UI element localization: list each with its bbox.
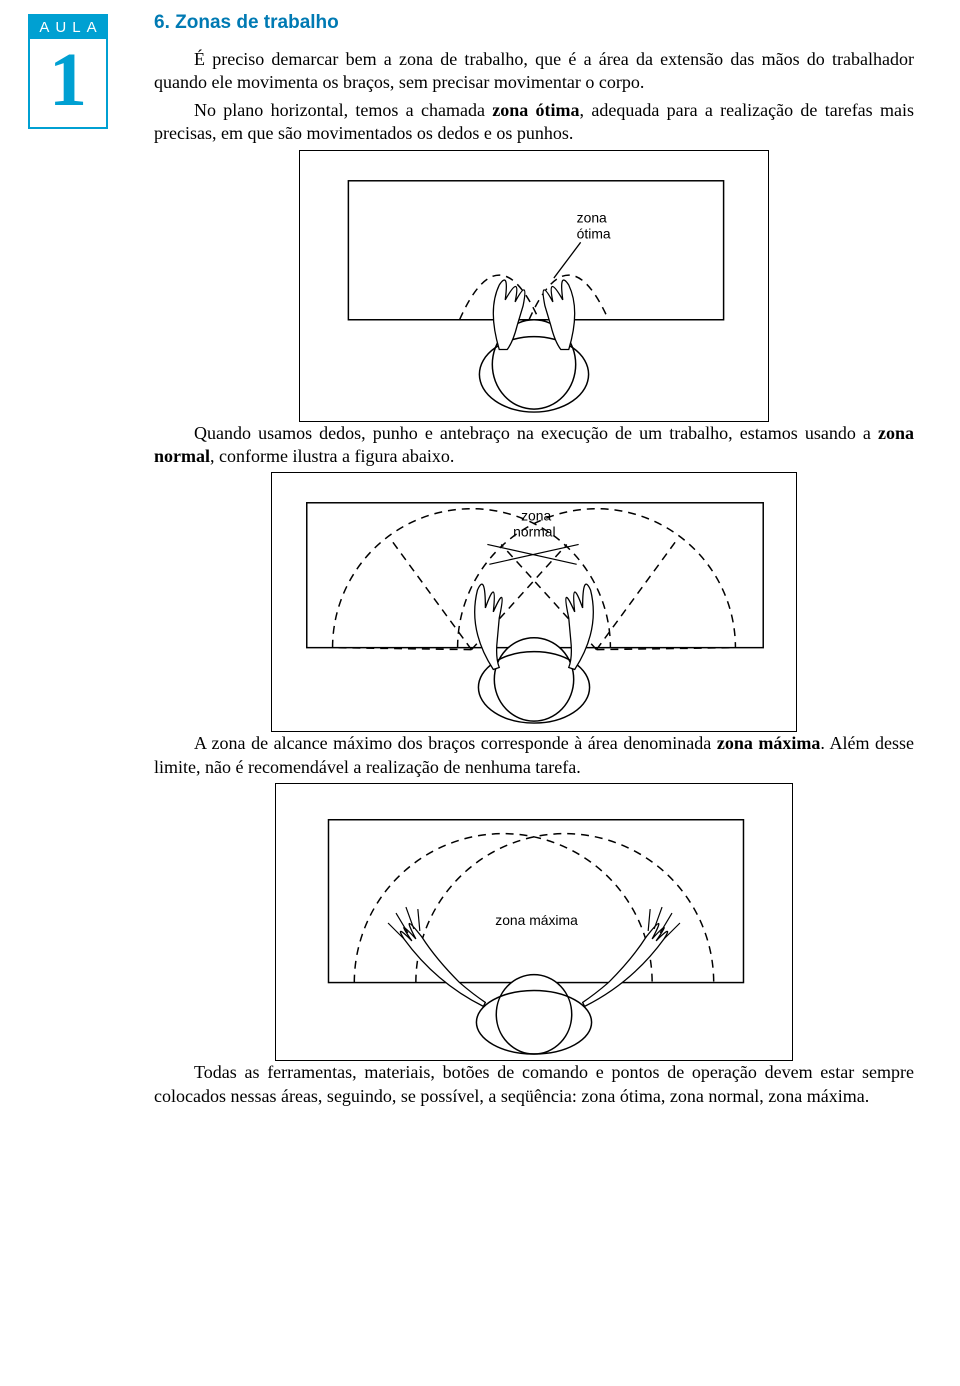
para1a-text: É preciso demarcar bem a zona de trabalh… xyxy=(154,49,914,92)
figure-zona-maxima: zona máxima xyxy=(275,783,793,1061)
fig3-label: zona máxima xyxy=(495,912,578,928)
fig1-label-line1: zona xyxy=(577,209,607,225)
paragraph-2: Quando usamos dedos, punho e antebraço n… xyxy=(154,422,914,469)
paragraph-1a: É preciso demarcar bem a zona de trabalh… xyxy=(154,48,914,95)
main-content: 6. Zonas de trabalho É preciso demarcar … xyxy=(154,10,914,1112)
para1b-pre: No plano horizontal, temos a chamada xyxy=(194,100,492,120)
para3-bold: zona máxima xyxy=(717,733,821,753)
section-title: 6. Zonas de trabalho xyxy=(154,12,914,34)
para3-pre: A zona de alcance máximo dos braços corr… xyxy=(194,733,717,753)
para1b-bold: zona ótima xyxy=(492,100,579,120)
paragraph-3: A zona de alcance máximo dos braços corr… xyxy=(154,732,914,779)
para2-post: , conforme ilustra a figura abaixo. xyxy=(210,446,454,466)
fig2-label-line2: normal xyxy=(513,524,555,540)
badge-number: 1 xyxy=(30,39,106,127)
paragraph-1b: No plano horizontal, temos a chamada zon… xyxy=(154,99,914,146)
lesson-badge: AULA 1 xyxy=(28,14,108,129)
badge-label: AULA xyxy=(30,16,106,39)
paragraph-4: Todas as ferramentas, materiais, botões … xyxy=(154,1061,914,1108)
fig2-label-line1: zona xyxy=(521,508,551,524)
para4-text: Todas as ferramentas, materiais, botões … xyxy=(154,1062,914,1105)
figure-zona-otima: zona ótima xyxy=(299,150,769,422)
para2-pre: Quando usamos dedos, punho e antebraço n… xyxy=(194,423,878,443)
fig1-label-line2: ótima xyxy=(577,225,611,241)
figure-zona-normal: zona normal xyxy=(271,472,797,732)
